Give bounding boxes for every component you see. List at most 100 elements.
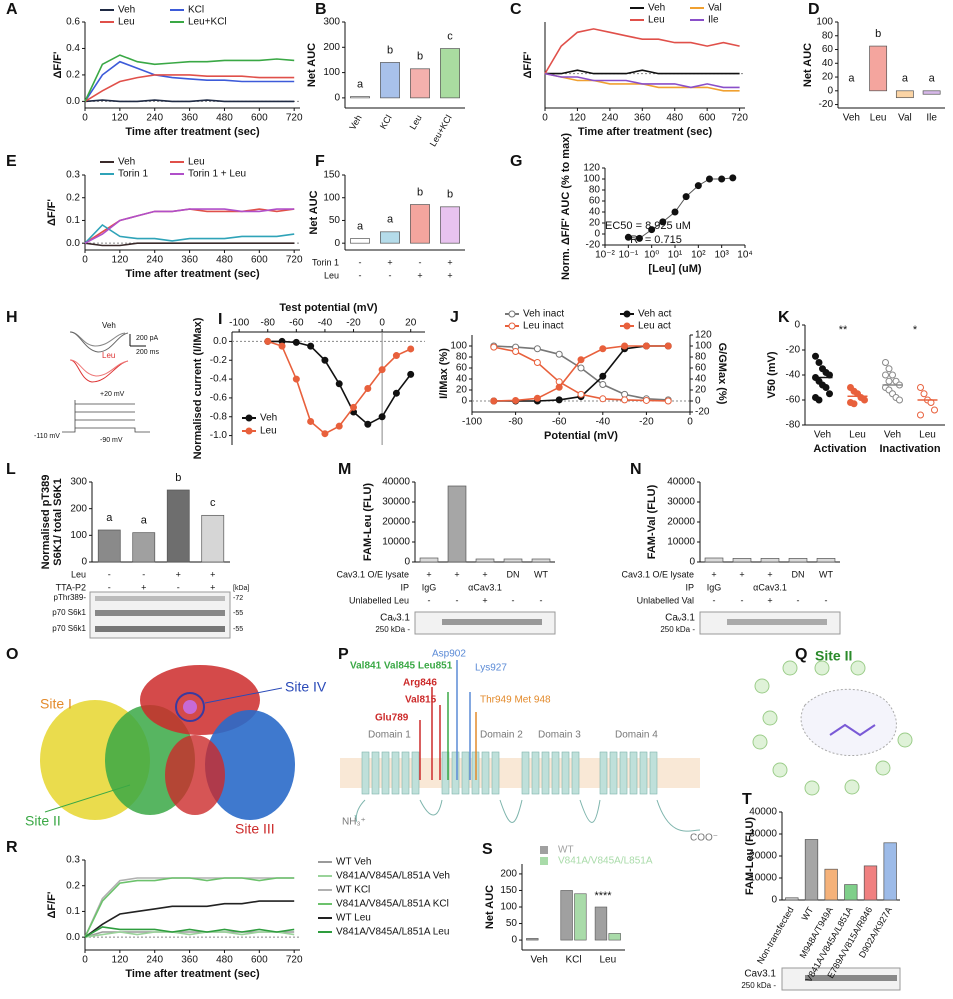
y-axis-label: ΔF/F' [522, 51, 534, 78]
x-tick-label: Leu [849, 430, 866, 441]
panel-letter: E [6, 153, 17, 170]
row-mark: + [210, 569, 215, 579]
y-tick-label: -1.0 [210, 430, 228, 441]
legend-marker [245, 414, 253, 422]
y-axis-label: I/IMax (%) [438, 348, 450, 399]
x-tick-label: 0 [82, 255, 88, 266]
blot-label: Cav3.1 [744, 969, 776, 980]
row-label: Unlabelled Val [637, 595, 694, 605]
row-mark: + [447, 257, 452, 267]
marker [350, 403, 358, 411]
x-tick-label: 600 [251, 255, 268, 266]
blot-band [442, 619, 542, 625]
row-mark: - [825, 595, 828, 605]
marker [364, 420, 372, 428]
y-tick-label: 50 [329, 215, 341, 226]
protocol-label: -110 mV [34, 433, 60, 440]
row-mark: + [767, 595, 772, 605]
pointer [44, 784, 131, 813]
legend-label: V841A/V845A/L851A Leu [336, 927, 449, 938]
marker [555, 350, 563, 358]
y-tick-label: 0 [771, 895, 777, 906]
x-tick-label: 0 [687, 417, 693, 428]
y-tick-label: -0.6 [210, 393, 228, 404]
y-tick-label: 0 [81, 557, 87, 568]
y-axis-label: Net AUC [306, 43, 318, 87]
y-axis-label: ΔF/F' [52, 51, 64, 78]
row-mark: IgG [422, 582, 437, 592]
y-tick-label: 100 [583, 174, 600, 185]
marker [822, 384, 830, 391]
marker [512, 348, 520, 355]
row-mark: WT [534, 569, 548, 579]
panel-letter: S [482, 841, 493, 858]
y-tick-label: 30000 [382, 497, 410, 508]
legend-label: Veh inact [523, 309, 564, 320]
scale-label: 200 pA [136, 335, 159, 342]
marker [917, 411, 924, 419]
blot-band [805, 975, 897, 981]
panel-letter: B [315, 1, 327, 18]
y-tick-label: 50 [506, 918, 518, 929]
trace [69, 359, 129, 383]
legend-label: Leu [188, 157, 205, 168]
significance-letter: a [902, 73, 909, 85]
x-tick-label: 10³ [714, 250, 729, 261]
legend-label: Torin 1 + Leu [188, 169, 246, 180]
bar [824, 868, 838, 901]
marker [512, 396, 520, 404]
row-mark: + [176, 569, 181, 579]
y-tick-label: 0.6 [66, 17, 80, 28]
row-mark: + [417, 270, 422, 280]
y-tick-label: 40000 [749, 807, 777, 818]
y-tick-label: 0 [689, 557, 695, 568]
y2-tick-label: 80 [695, 352, 707, 363]
y-axis-label: FAM-Leu (FLU) [362, 483, 374, 562]
x-tick-label: 10² [691, 250, 706, 261]
structure-panel-o: O Site I Site IV Site II Site III [6, 646, 327, 836]
site-label: Site IV [285, 679, 327, 695]
x-tick-label: 480 [216, 113, 233, 124]
y-tick-label: 0.2 [66, 192, 80, 203]
protein-domain [165, 735, 225, 815]
x-tick-label: 360 [181, 955, 198, 966]
y-tick-label: 0 [827, 85, 833, 96]
row-mark: + [210, 582, 215, 592]
x-tick-label: -20 [639, 417, 654, 428]
legend-label: V841A/V845A/L851A [558, 856, 653, 867]
x-tick-label: 0 [379, 318, 385, 329]
blot-band [727, 619, 827, 625]
group-label: Inactivation [879, 443, 940, 455]
panel-letter: F [315, 153, 325, 170]
pocket [800, 688, 897, 757]
y-axis-label: S6K1/ total S6K1 [52, 478, 64, 565]
x-axis-label: [Leu] (uM) [648, 263, 701, 275]
row-label: IP [400, 582, 409, 592]
x-axis-label: Time after treatment (sec) [125, 968, 260, 980]
protocol-label: +20 mV [100, 391, 125, 398]
marker [812, 352, 819, 360]
bar [844, 884, 858, 901]
residue-label: Lys927 [475, 663, 507, 674]
x-tick-label: 720 [731, 113, 748, 124]
legend-swatch [540, 857, 548, 865]
y-tick-label: 30000 [749, 829, 777, 840]
significance-letter: a [848, 73, 855, 85]
marker [642, 342, 650, 350]
row-label: TTA-P2 [56, 582, 86, 592]
row-mark: + [447, 270, 452, 280]
y-tick-label: -20 [786, 345, 801, 356]
marker [642, 396, 650, 404]
y-tick-label: 0.4 [66, 43, 80, 54]
series-line [84, 99, 295, 103]
bar [447, 485, 467, 563]
panel-letter: R [6, 839, 18, 856]
bar [201, 514, 225, 563]
row-mark: - [428, 595, 431, 605]
y-tick-label: -0.4 [210, 374, 228, 385]
series-line [84, 74, 295, 103]
marker [885, 377, 893, 385]
loops [354, 799, 701, 832]
y-tick-label: 0 [594, 229, 600, 240]
row-label: IP [685, 582, 694, 592]
